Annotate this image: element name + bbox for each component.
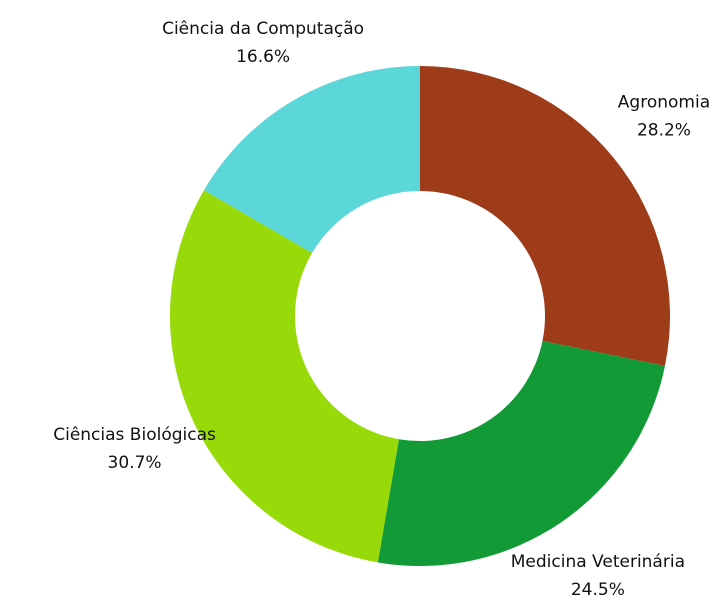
slice-value-label: 24.5% <box>571 580 625 600</box>
donut-slice <box>204 66 420 254</box>
slice-label: Medicina Veterinária <box>511 552 685 572</box>
donut-slice <box>377 340 665 566</box>
slice-label: Agronomia <box>618 93 710 113</box>
slice-value-label: 30.7% <box>108 453 162 473</box>
slice-label: Ciências Biológicas <box>53 425 216 445</box>
donut-slice <box>169 190 399 563</box>
slice-value-label: 28.2% <box>637 121 691 141</box>
slice-value-label: 16.6% <box>236 47 290 67</box>
slice-label: Ciência da Computação <box>162 19 364 39</box>
donut-slice <box>420 66 670 366</box>
